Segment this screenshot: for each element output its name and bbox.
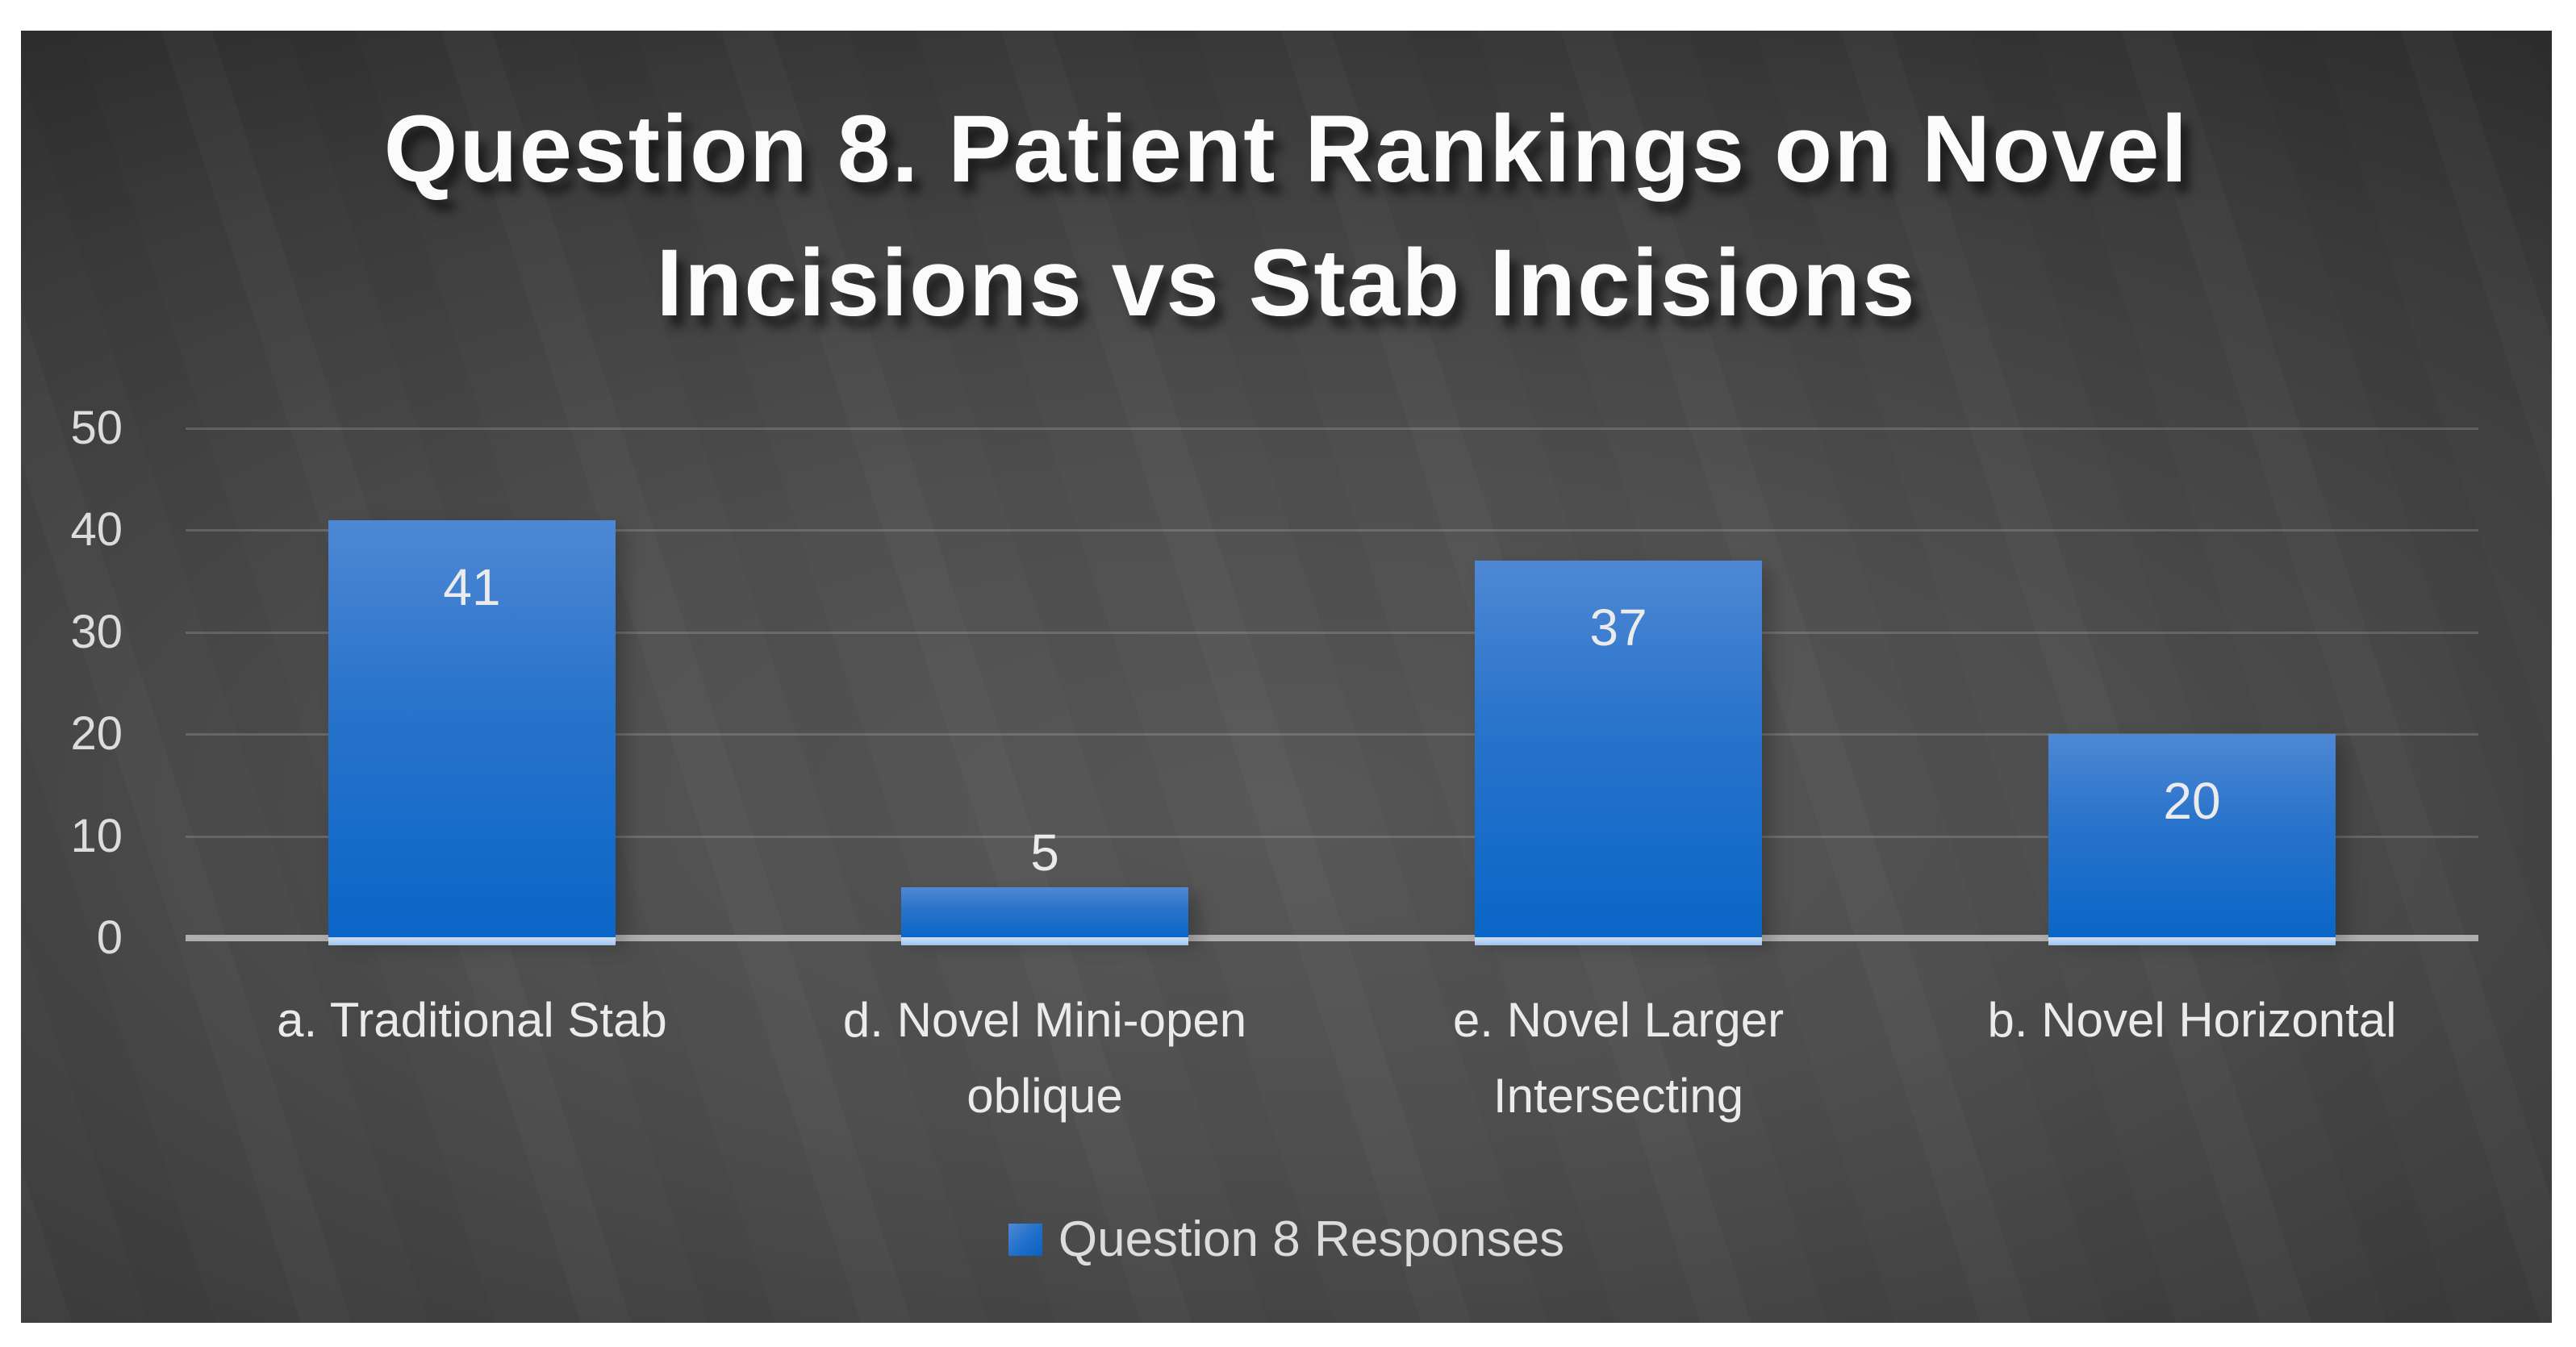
- bar-value-label-1: 41: [443, 558, 501, 616]
- y-tick-label-30: 30: [70, 605, 123, 658]
- category-label-4: b. Novel Horizontal: [1987, 993, 2397, 1047]
- y-tick-label-40: 40: [70, 503, 123, 557]
- bar-value-label-3: 37: [1589, 598, 1647, 657]
- chart-panel: Question 8. Patient Rankings on Novel In…: [21, 31, 2552, 1323]
- legend: Question 8 Responses: [21, 1213, 2552, 1266]
- y-tick-label-0: 0: [96, 911, 123, 964]
- category-label-1: a. Traditional Stab: [277, 993, 667, 1047]
- gridline-20: [186, 733, 2478, 736]
- y-tick-label-10: 10: [70, 809, 123, 862]
- bar-4: 20: [2048, 734, 2336, 945]
- plot-area: 0 10 20 30 40 50 41 5 37 20 a. Traditional Stab d. …: [21, 31, 2552, 1323]
- gridline-50: [186, 427, 2478, 430]
- bar-2: 5: [901, 826, 1188, 945]
- bar-1: 41: [328, 520, 616, 945]
- bar-value-label-2: 5: [1030, 824, 1059, 882]
- x-axis-line: [186, 935, 2478, 941]
- gridline-40: [186, 529, 2478, 532]
- chart-title-line1: Question 8. Patient Rankings on Novel: [383, 96, 2190, 202]
- gridline-30: [186, 631, 2478, 634]
- chart-title: Question 8. Patient Rankings on Novel In…: [21, 82, 2552, 350]
- category-label-2: d. Novel Mini-open oblique: [842, 993, 1247, 1123]
- chart-title-line2: Incisions vs Stab Incisions: [656, 230, 1917, 336]
- gridline-10: [186, 835, 2478, 838]
- legend-square-icon: [1008, 1224, 1042, 1256]
- category-label-3: e. Novel Larger Intersecting: [1452, 993, 1785, 1123]
- bar-3: 37: [1475, 561, 1762, 945]
- y-tick-label-20: 20: [70, 707, 123, 761]
- legend-label: Question 8 Responses: [1058, 1211, 1565, 1267]
- y-tick-label-50: 50: [70, 402, 123, 454]
- bar-value-label-4: 20: [2163, 772, 2221, 830]
